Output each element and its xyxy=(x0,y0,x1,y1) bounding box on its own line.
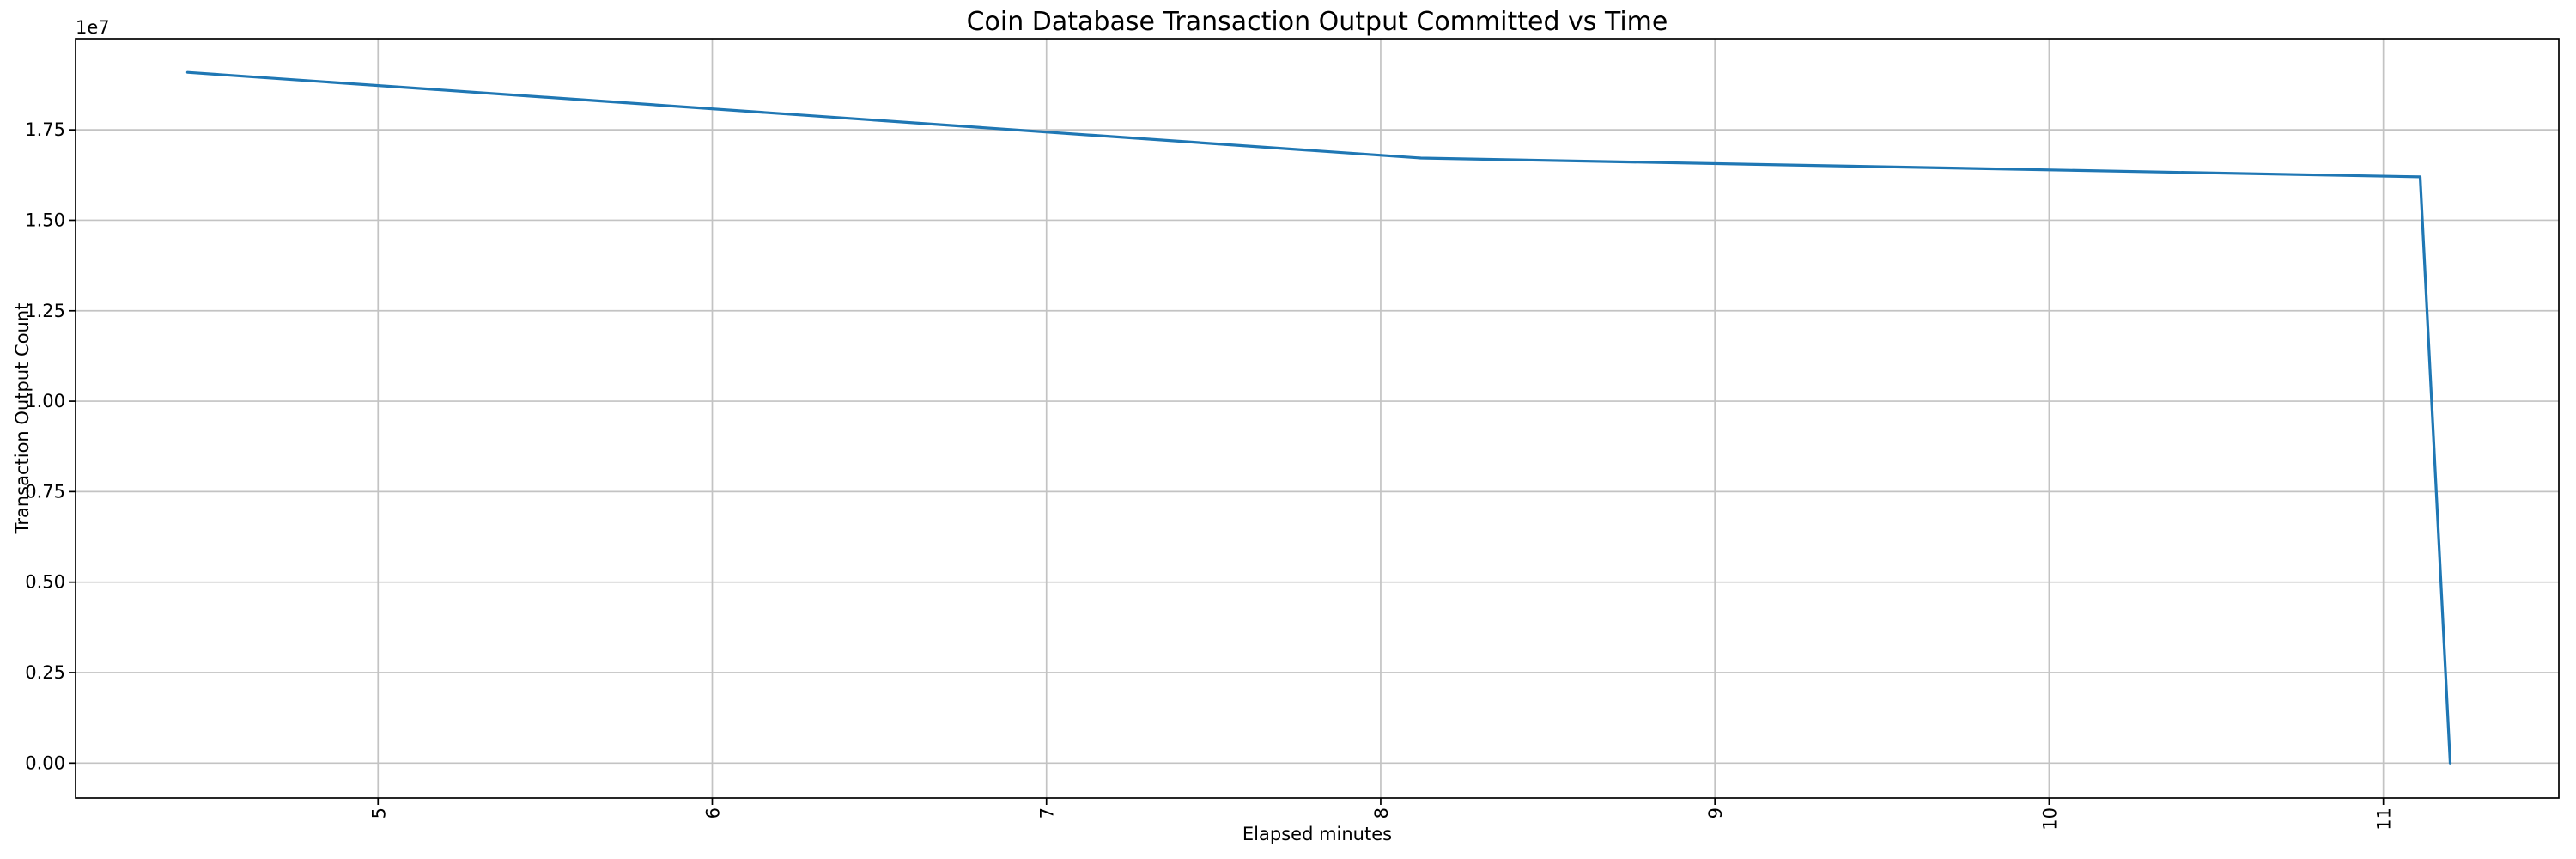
chart-title: Coin Database Transaction Output Committ… xyxy=(966,7,1668,37)
x-axis-label: Elapsed minutes xyxy=(1242,824,1393,844)
series-line xyxy=(185,70,2452,765)
y-tick-label: 1.75 xyxy=(25,119,65,140)
y-tick-label: 1.00 xyxy=(25,391,65,411)
y-axis-label: Transaction Output Count xyxy=(12,302,33,534)
y-axis-offset-label: 1e7 xyxy=(76,17,110,38)
x-tick-label: 11 xyxy=(2374,807,2395,831)
x-tick-label: 7 xyxy=(1037,807,1058,819)
plot-border xyxy=(75,38,2560,799)
y-tick-label: 0.75 xyxy=(25,481,65,502)
y-tick-label: 1.25 xyxy=(25,301,65,321)
x-tick-label: 9 xyxy=(1705,807,1726,819)
x-tick-label: 8 xyxy=(1371,807,1392,819)
y-tick-label: 0.50 xyxy=(25,572,65,593)
y-tick-label: 1.50 xyxy=(25,210,65,230)
x-tick-label: 5 xyxy=(368,807,389,819)
x-tick-label: 6 xyxy=(702,807,723,819)
x-tick-label: 10 xyxy=(2039,807,2060,831)
y-tick-label: 0.25 xyxy=(25,662,65,683)
y-tick-label: 0.00 xyxy=(25,752,65,773)
